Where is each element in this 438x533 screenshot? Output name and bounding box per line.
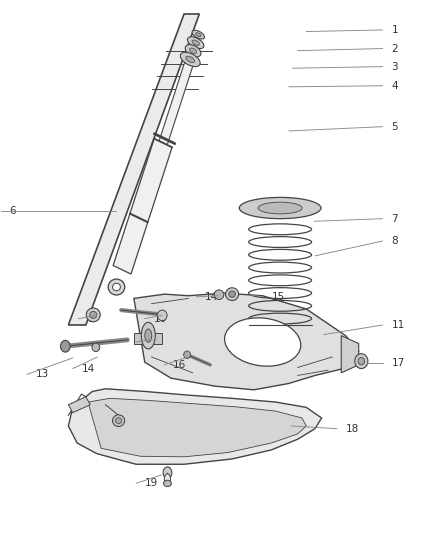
Ellipse shape: [163, 467, 172, 479]
Ellipse shape: [141, 322, 155, 349]
Text: 2: 2: [392, 44, 398, 53]
Ellipse shape: [108, 279, 125, 295]
Ellipse shape: [358, 358, 364, 365]
Ellipse shape: [185, 45, 201, 57]
Text: 4: 4: [392, 81, 398, 91]
Ellipse shape: [145, 329, 152, 342]
Polygon shape: [68, 14, 199, 325]
Ellipse shape: [239, 197, 321, 219]
Ellipse shape: [225, 318, 301, 366]
Ellipse shape: [355, 354, 368, 368]
Ellipse shape: [195, 33, 201, 37]
Polygon shape: [68, 397, 90, 413]
Polygon shape: [113, 139, 172, 274]
Ellipse shape: [60, 341, 70, 352]
Text: 8: 8: [392, 236, 398, 246]
Text: 14: 14: [205, 292, 218, 302]
Ellipse shape: [258, 202, 302, 214]
Ellipse shape: [192, 30, 205, 39]
Ellipse shape: [184, 351, 191, 359]
Text: 7: 7: [392, 214, 398, 224]
Ellipse shape: [157, 310, 167, 321]
Ellipse shape: [163, 480, 171, 487]
Ellipse shape: [113, 284, 120, 291]
Ellipse shape: [186, 56, 195, 63]
Text: 19: 19: [145, 479, 158, 488]
Text: 16: 16: [173, 360, 187, 370]
Text: 14: 14: [81, 364, 95, 374]
Ellipse shape: [86, 308, 100, 322]
Polygon shape: [88, 398, 306, 457]
Ellipse shape: [164, 474, 170, 484]
Text: 15: 15: [272, 292, 285, 302]
Polygon shape: [341, 336, 359, 373]
Ellipse shape: [92, 343, 100, 352]
Polygon shape: [159, 49, 197, 145]
Text: 12: 12: [145, 337, 158, 347]
Polygon shape: [68, 389, 321, 464]
Ellipse shape: [90, 311, 97, 318]
Ellipse shape: [229, 291, 235, 297]
Text: 3: 3: [392, 62, 398, 71]
Ellipse shape: [192, 40, 199, 45]
Text: 18: 18: [346, 424, 359, 434]
Polygon shape: [134, 293, 359, 390]
Text: 10: 10: [153, 313, 166, 324]
Text: 13: 13: [35, 369, 49, 379]
Text: 5: 5: [392, 122, 398, 132]
Ellipse shape: [214, 290, 224, 300]
Text: 17: 17: [392, 358, 405, 368]
Ellipse shape: [187, 37, 204, 49]
Ellipse shape: [190, 48, 197, 53]
Ellipse shape: [113, 415, 125, 426]
Ellipse shape: [116, 418, 122, 424]
Text: 11: 11: [392, 320, 405, 330]
Text: 1: 1: [392, 25, 398, 35]
Polygon shape: [134, 333, 162, 344]
Text: 6: 6: [10, 206, 16, 216]
Ellipse shape: [180, 52, 200, 67]
Ellipse shape: [226, 288, 239, 301]
Text: 9: 9: [87, 313, 94, 324]
